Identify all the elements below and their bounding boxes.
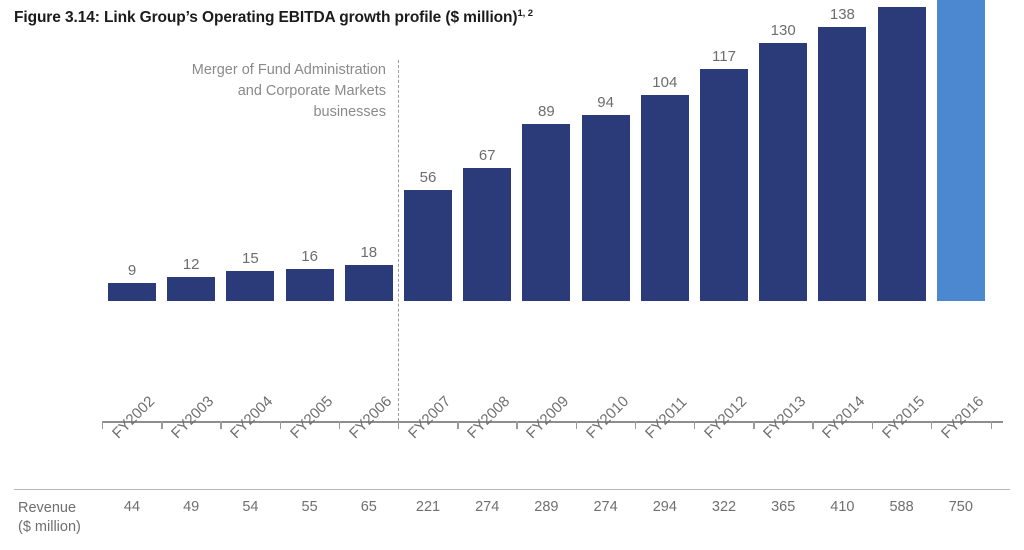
- bar-value-label: 16: [301, 248, 318, 266]
- bar-fy2002[interactable]: 9: [108, 262, 156, 301]
- revenue-cell-fy2002: 44: [123, 499, 141, 515]
- bar-value-label: 18: [360, 244, 378, 262]
- bar-rect: [285, 269, 334, 301]
- bar-fy2016[interactable]: 181: [936, 0, 985, 301]
- page-title: Figure 3.14: Link Group’s Operating EBIT…: [14, 8, 533, 27]
- revenue-row-label: Revenue ($ million): [18, 500, 81, 535]
- bar-fy2003[interactable]: 12: [167, 256, 216, 301]
- bar-rect: [226, 271, 275, 301]
- bar-rect: [818, 27, 867, 301]
- revenue-cell-fy2014: 410: [830, 499, 855, 515]
- bar-rect: [936, 0, 985, 301]
- bar-rect: [759, 43, 808, 301]
- bar-fy2014[interactable]: 138: [818, 6, 867, 301]
- revenue-cell-fy2015: 588: [889, 499, 914, 515]
- bar-fy2011[interactable]: 104: [640, 74, 689, 301]
- bar-value-label: 15: [242, 250, 259, 268]
- revenue-cell-fy2013: 365: [771, 499, 796, 515]
- axis-tick: [398, 421, 400, 429]
- bar-fy2013[interactable]: 130: [759, 22, 808, 301]
- bar-rect: [522, 124, 571, 301]
- bar-fy2004[interactable]: 15: [226, 250, 275, 301]
- bar-rect: [700, 68, 748, 301]
- axis-tick: [102, 421, 104, 429]
- revenue-cell-fy2005: 55: [301, 499, 318, 515]
- revenue-cell-fy2012: 322: [711, 499, 737, 515]
- axis-tick: [516, 421, 518, 429]
- axis-tick: [812, 421, 814, 429]
- revenue-cell-fy2006: 65: [360, 499, 377, 515]
- revenue-cell-fy2009: 289: [534, 499, 559, 515]
- bar-fy2005[interactable]: 16: [285, 248, 334, 301]
- bar-value-label: 104: [652, 73, 678, 91]
- axis-tick: [457, 421, 459, 429]
- axis-tick: [753, 421, 755, 429]
- bar-rect: [167, 277, 216, 301]
- revenue-cell-fy2016: 750: [948, 499, 973, 515]
- bar-value-label: 12: [182, 256, 200, 274]
- axis-tick: [575, 421, 577, 429]
- bar-value-label: 9: [127, 262, 137, 280]
- bar-rect: [463, 168, 512, 301]
- bar-fy2015[interactable]: 148: [877, 0, 926, 301]
- figure-title-superscript: 1, 2: [517, 8, 533, 19]
- axis-tick: [694, 421, 696, 429]
- axis-tick: [338, 421, 341, 429]
- bar-value-label: 138: [829, 6, 855, 24]
- bar-rect: [404, 189, 452, 301]
- bar-fy2012[interactable]: 117: [700, 48, 748, 301]
- chart-plot-area: Merger of Fund Administration and Corpor…: [102, 0, 1003, 442]
- merger-annotation-text: Merger of Fund Administration and Corpor…: [191, 62, 386, 120]
- axis-tick: [634, 421, 637, 429]
- bar-value-label: 130: [770, 22, 796, 40]
- bar-value-label: 94: [597, 93, 614, 111]
- axis-tick: [279, 421, 281, 429]
- axis-tick: [990, 421, 993, 429]
- bar-value-label: 89: [538, 103, 555, 121]
- bar-value-label: 67: [478, 147, 496, 165]
- axis-tick: [930, 421, 933, 429]
- bar-value-label: 117: [712, 47, 736, 65]
- revenue-cell-fy2003: 49: [183, 499, 200, 515]
- bar-fy2008[interactable]: 67: [463, 147, 512, 301]
- bar-fy2006[interactable]: 18: [344, 244, 393, 301]
- bar-rect: [640, 94, 689, 301]
- bar-fy2009[interactable]: 89: [522, 103, 571, 301]
- revenue-cell-fy2007: 221: [415, 499, 441, 515]
- axis-tick: [161, 421, 163, 429]
- figure-title-text: Figure 3.14: Link Group’s Operating EBIT…: [14, 9, 518, 27]
- bar-rect: [581, 114, 630, 301]
- revenue-table-row: Revenue ($ million) 44 49 54 55 65 221 274 289 2…: [14, 489, 1010, 548]
- bar-value-label: 148: [868, 0, 936, 3]
- bar-rect: [877, 7, 926, 301]
- bar-rect: [344, 265, 393, 301]
- bar-fy2007[interactable]: 56: [404, 169, 452, 301]
- merger-divider-line: [398, 60, 399, 421]
- revenue-cell-fy2011: 294: [652, 499, 677, 515]
- x-axis-line: [103, 421, 1003, 423]
- axis-tick: [220, 421, 222, 429]
- bar-rect: [108, 283, 156, 301]
- revenue-cell-fy2010: 274: [593, 499, 618, 515]
- bar-value-label: 56: [419, 168, 437, 186]
- bar-fy2010[interactable]: 94: [581, 94, 630, 301]
- axis-tick: [871, 421, 873, 429]
- revenue-cell-fy2004: 54: [242, 499, 259, 515]
- revenue-cell-fy2008: 274: [475, 499, 500, 515]
